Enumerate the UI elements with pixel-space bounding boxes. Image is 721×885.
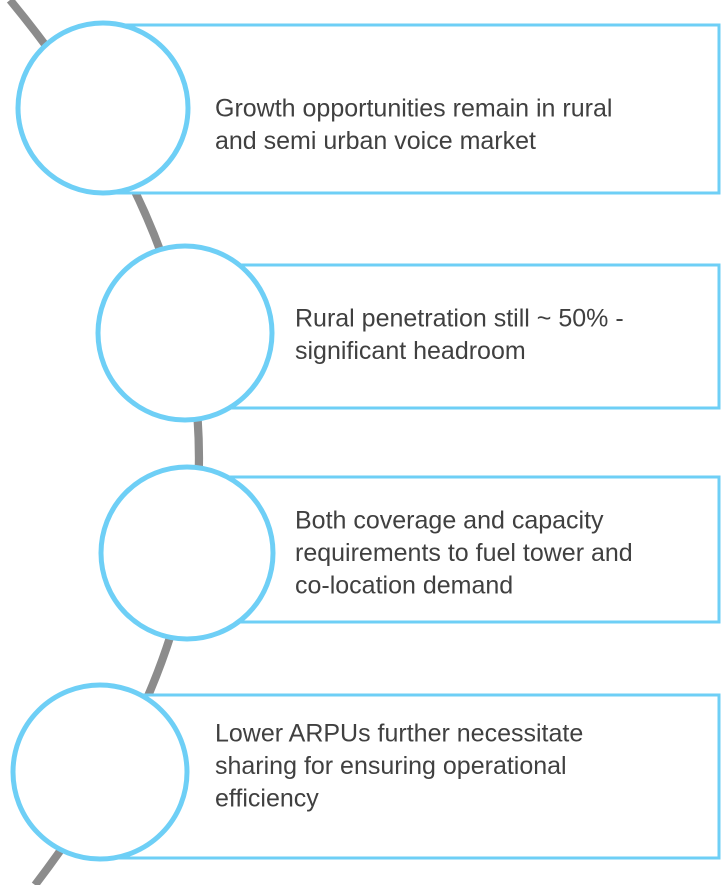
item-box: [101, 23, 721, 195]
item-text: and semi urban voice market: [215, 127, 536, 155]
item-circle: [15, 20, 191, 196]
item-text: Both coverage and capacity: [295, 507, 604, 535]
item-circle: [98, 464, 276, 642]
item-text: requirements to fuel tower and: [295, 539, 633, 567]
item-box: [98, 693, 721, 860]
item-text: Growth opportunities remain in rural: [215, 95, 612, 123]
item-text: Rural penetration still ~ 50% -: [295, 305, 624, 333]
item-text: Lower ARPUs further necessitate: [215, 720, 583, 748]
item-text: significant headroom: [295, 337, 526, 365]
item-circle: [95, 243, 275, 423]
item-text: co-location demand: [295, 572, 513, 600]
item-circle: [10, 682, 190, 862]
item-text: sharing for ensuring operational: [215, 752, 567, 780]
item-box: [185, 475, 721, 624]
item-text: efficiency: [215, 785, 319, 813]
